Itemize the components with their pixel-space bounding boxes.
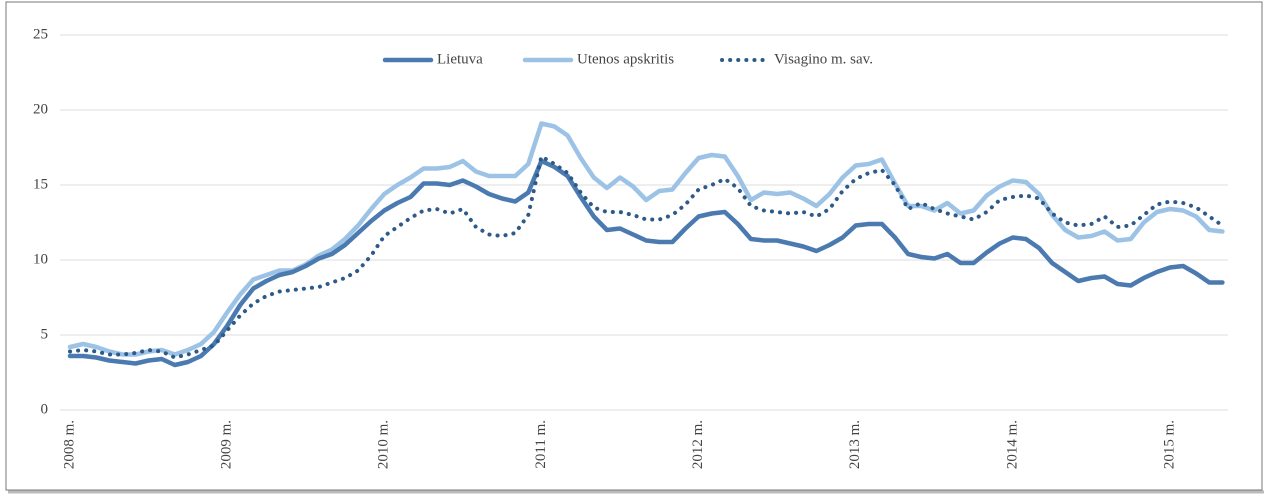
x-tick-label: 2015 m. — [1161, 420, 1177, 469]
x-tick-label: 2014 m. — [1004, 420, 1020, 469]
y-tick-label: 20 — [33, 101, 48, 117]
x-tick-label: 2009 m. — [219, 420, 235, 469]
y-tick-label: 25 — [33, 26, 48, 42]
chart-frame — [5, 1, 1263, 491]
y-tick-label: 10 — [33, 251, 48, 267]
x-tick-label: 2010 m. — [376, 420, 392, 469]
x-tick-label: 2008 m. — [61, 420, 77, 469]
legend-label: Visagino m. sav. — [774, 51, 873, 67]
y-tick-label: 15 — [33, 176, 48, 192]
y-tick-label: 0 — [41, 401, 49, 417]
x-tick-label: 2013 m. — [847, 420, 863, 469]
x-tick-label: 2012 m. — [690, 420, 706, 469]
series-line — [67, 121, 1225, 357]
series-line — [67, 158, 1225, 368]
x-tick-label: 2011 m. — [533, 420, 549, 469]
legend-label: Lietuva — [437, 51, 483, 67]
y-tick-label: 5 — [41, 326, 49, 342]
legend-label: Utenos apskritis — [577, 51, 674, 67]
series-line — [68, 154, 1225, 360]
